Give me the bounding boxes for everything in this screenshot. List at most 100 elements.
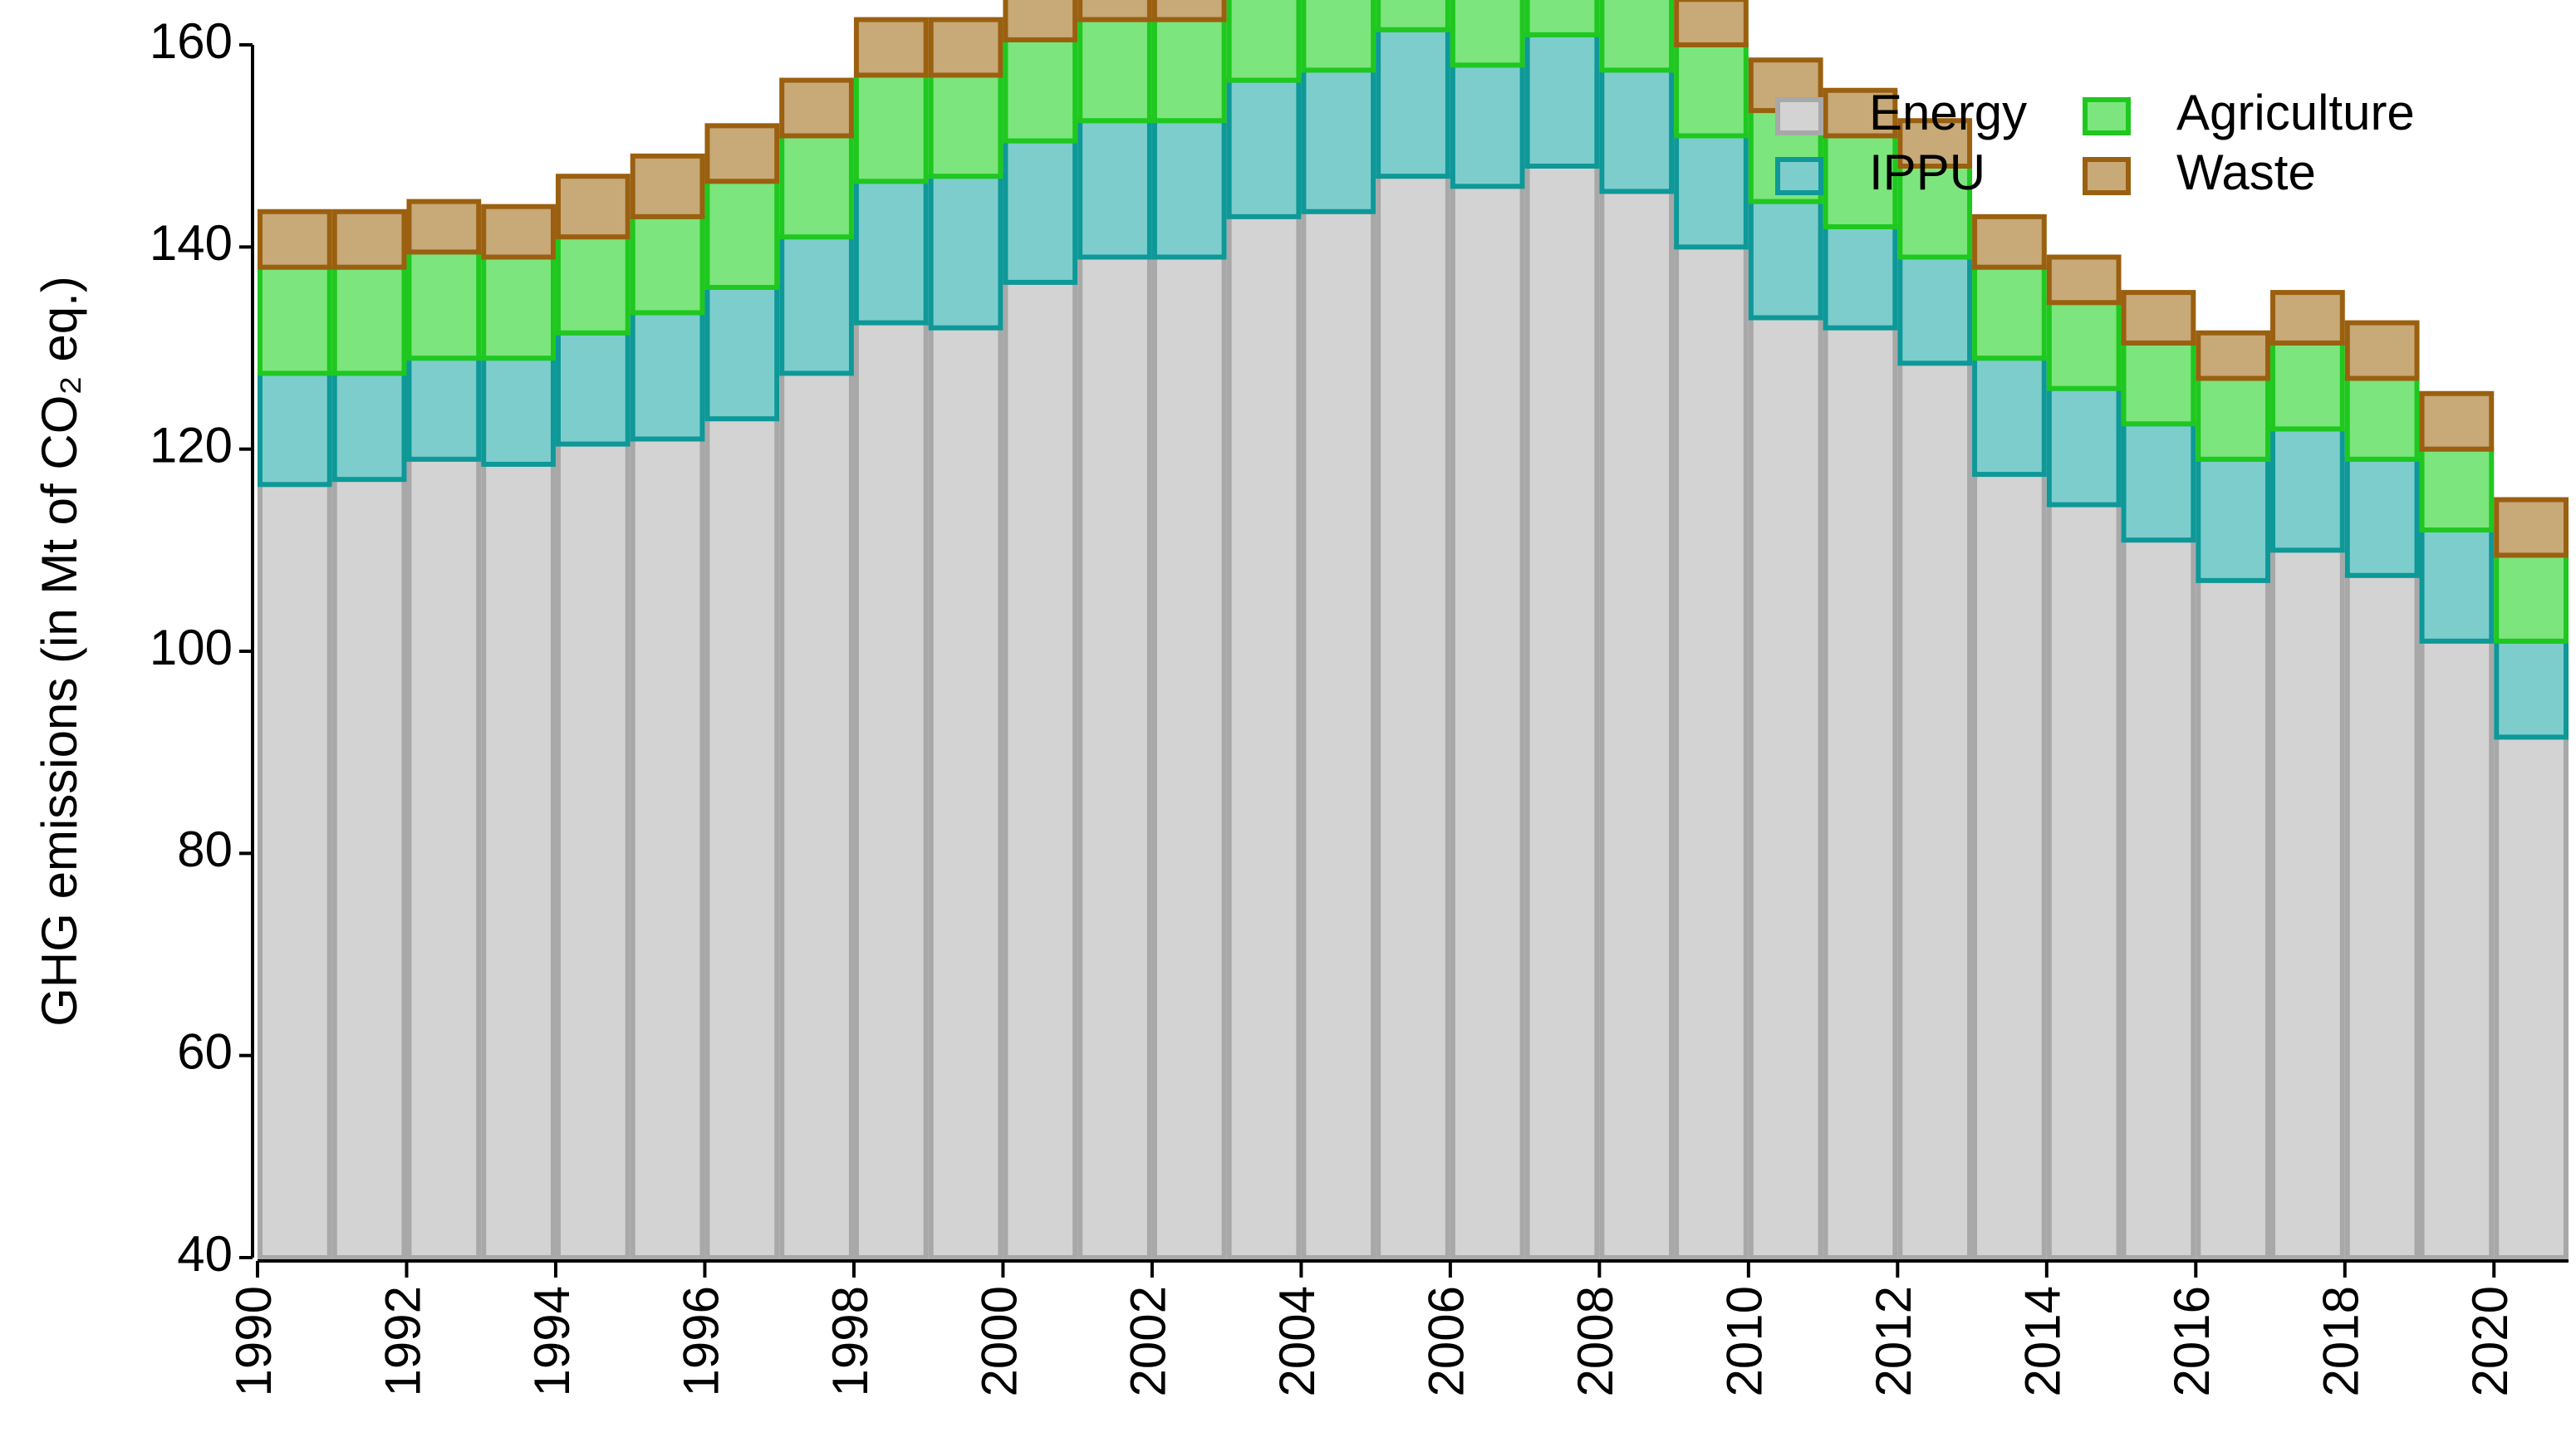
bar-segment bbox=[779, 77, 854, 139]
bar-segment bbox=[1897, 118, 1973, 169]
legend-swatch bbox=[1775, 157, 1823, 195]
bar-segment bbox=[1823, 87, 1898, 139]
bar-segment bbox=[1823, 224, 1898, 331]
x-tick-label: 2012 bbox=[1866, 1286, 1921, 1396]
y-tick-label: 140 bbox=[150, 215, 233, 271]
bar-segment bbox=[1151, 17, 1227, 124]
bar-segment bbox=[1376, 0, 1450, 32]
bar-segment bbox=[704, 179, 780, 290]
bar-segment bbox=[1748, 315, 1823, 1260]
bar-segment bbox=[1972, 472, 2047, 1260]
bar-segment bbox=[1897, 254, 1973, 366]
x-tick-label: 1992 bbox=[375, 1286, 430, 1396]
bar-segment bbox=[1376, 174, 1450, 1261]
bar-segment bbox=[258, 208, 332, 270]
bar-segment bbox=[928, 17, 1003, 78]
x-tick-label: 2010 bbox=[1717, 1286, 1773, 1396]
bar-segment bbox=[555, 330, 631, 447]
bar-segment bbox=[481, 204, 556, 260]
bar-segment bbox=[928, 325, 1003, 1261]
bar-segment bbox=[1748, 199, 1823, 321]
bar-segment bbox=[630, 153, 705, 219]
bar-segment bbox=[704, 123, 780, 184]
bar-segment bbox=[1151, 0, 1227, 22]
bar-segment bbox=[2270, 547, 2345, 1260]
x-tick-label: 2020 bbox=[2462, 1286, 2518, 1396]
bar-segment bbox=[406, 249, 482, 361]
bar-segment bbox=[481, 254, 556, 361]
y-axis-label: GHG emissions (in Mt of CO₂ eq.) bbox=[32, 276, 87, 1027]
bar-segment bbox=[1301, 208, 1376, 1260]
bar-segment bbox=[2046, 502, 2122, 1260]
bar-segment bbox=[2196, 456, 2271, 583]
bar-segment bbox=[1003, 138, 1078, 285]
bar-segment bbox=[779, 133, 854, 240]
bar-segment bbox=[853, 17, 929, 78]
bar-segment bbox=[406, 356, 482, 462]
bar-segment bbox=[2196, 330, 2271, 381]
bar-segment bbox=[2494, 497, 2569, 558]
bar-segment bbox=[1450, 0, 1525, 68]
bar-segment bbox=[1599, 189, 1675, 1261]
x-tick-label: 2004 bbox=[1269, 1286, 1325, 1396]
legend-label: Waste bbox=[2176, 145, 2316, 200]
bar-segment bbox=[704, 285, 780, 422]
x-tick-label: 1990 bbox=[226, 1286, 282, 1396]
bar-segment bbox=[555, 174, 631, 240]
bar-segment bbox=[630, 213, 705, 316]
x-tick-label: 1994 bbox=[524, 1286, 580, 1396]
y-tick-label: 40 bbox=[177, 1226, 233, 1282]
bar-segment bbox=[1674, 244, 1749, 1260]
bar-segment bbox=[1823, 325, 1898, 1261]
bar-segment bbox=[1151, 118, 1227, 260]
bar-segment bbox=[1151, 254, 1227, 1260]
bar-segment bbox=[2344, 375, 2420, 462]
bar-segment bbox=[779, 370, 854, 1261]
bar-segment bbox=[1450, 184, 1525, 1260]
bar-segment bbox=[331, 264, 407, 376]
bar-segment bbox=[928, 72, 1003, 179]
bar-segment bbox=[779, 234, 854, 376]
x-tick-label: 2016 bbox=[2164, 1286, 2220, 1396]
bar-segment bbox=[2270, 340, 2345, 432]
legend-swatch bbox=[2083, 97, 2131, 135]
bar-segment bbox=[1376, 27, 1450, 179]
bar-segment bbox=[2196, 577, 2271, 1260]
bar-segment bbox=[481, 356, 556, 467]
x-tick-label: 1996 bbox=[673, 1286, 729, 1396]
bar-segment bbox=[2494, 638, 2569, 740]
bar-segment bbox=[2046, 254, 2122, 306]
y-tick-label: 160 bbox=[150, 13, 233, 69]
x-tick-label: 1998 bbox=[822, 1286, 878, 1396]
bar-segment bbox=[1674, 0, 1749, 47]
bar-segment bbox=[1226, 0, 1302, 83]
bar-segment bbox=[1226, 213, 1302, 1260]
bar-segment bbox=[2344, 456, 2420, 578]
bar-segment bbox=[704, 416, 780, 1260]
bar-segment bbox=[258, 264, 332, 376]
bar-segment bbox=[2270, 290, 2345, 346]
x-tick-label: 2002 bbox=[1121, 1286, 1176, 1396]
bar-segment bbox=[630, 310, 705, 442]
bar-segment bbox=[853, 320, 929, 1260]
bar-segment bbox=[1003, 37, 1078, 144]
bar-segment bbox=[1674, 133, 1749, 250]
bar-segment bbox=[555, 234, 631, 336]
y-tick-label: 120 bbox=[150, 418, 233, 473]
bar-segment bbox=[2494, 552, 2569, 644]
x-tick-label: 2006 bbox=[1419, 1286, 1474, 1396]
bar-segment bbox=[1897, 361, 1973, 1260]
bar-segment bbox=[2494, 734, 2569, 1260]
bar-segment bbox=[2046, 385, 2122, 508]
x-tick-label: 2014 bbox=[2015, 1286, 2071, 1396]
bar-segment bbox=[555, 441, 631, 1260]
bar-segment bbox=[406, 199, 482, 255]
legend-swatch bbox=[1775, 97, 1823, 135]
bar-segment bbox=[2270, 426, 2345, 553]
bar-segment bbox=[928, 174, 1003, 331]
bar-segment bbox=[1077, 0, 1152, 22]
bar-segment bbox=[258, 370, 332, 488]
bar-segment bbox=[2344, 320, 2420, 381]
x-tick-label: 2000 bbox=[971, 1286, 1027, 1396]
